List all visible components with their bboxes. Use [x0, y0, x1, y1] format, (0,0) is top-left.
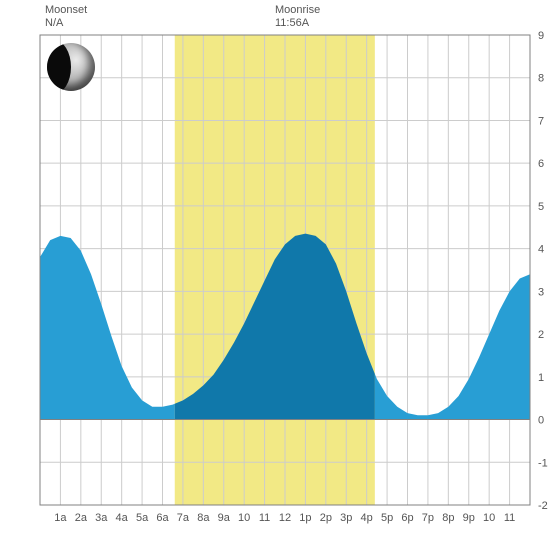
- x-tick-label: 11: [259, 512, 270, 524]
- y-tick-label: 7: [538, 115, 544, 127]
- x-tick-label: 4a: [116, 512, 129, 524]
- x-tick-label: 12: [279, 512, 291, 524]
- y-tick-label: 5: [538, 201, 544, 213]
- x-tick-label: 9p: [463, 512, 475, 524]
- x-tick-label: 8a: [197, 512, 210, 524]
- x-tick-label: 5a: [136, 512, 149, 524]
- x-tick-label: 6a: [156, 512, 169, 524]
- x-tick-label: 3p: [340, 512, 352, 524]
- x-tick-label: 3a: [95, 512, 108, 524]
- y-tick-label: 1: [538, 372, 544, 384]
- x-tick-label: 2a: [75, 512, 88, 524]
- x-tick-label: 7a: [177, 512, 190, 524]
- x-tick-label: 1a: [54, 512, 67, 524]
- x-tick-label: 9a: [218, 512, 231, 524]
- x-tick-label: 10: [483, 512, 495, 524]
- y-tick-label: -2: [538, 500, 548, 512]
- tide-chart: Moonset N/A Moonrise 11:56A -2-101234567…: [0, 0, 550, 550]
- moon-phase-icon: [47, 43, 95, 91]
- y-tick-label: 4: [538, 244, 544, 256]
- y-tick-label: 9: [538, 30, 544, 42]
- y-tick-label: 3: [538, 286, 544, 298]
- y-tick-label: 0: [538, 415, 544, 427]
- y-tick-label: -1: [538, 457, 548, 469]
- x-tick-label: 4p: [361, 512, 373, 524]
- y-tick-label: 2: [538, 329, 544, 341]
- x-tick-label: 7p: [422, 512, 434, 524]
- y-tick-label: 6: [538, 158, 544, 170]
- x-tick-label: 5p: [381, 512, 393, 524]
- x-tick-label: 1p: [299, 512, 311, 524]
- y-tick-label: 8: [538, 73, 544, 85]
- x-tick-label: 8p: [442, 512, 454, 524]
- x-tick-label: 11: [504, 512, 515, 524]
- x-tick-label: 2p: [320, 512, 332, 524]
- x-tick-label: 10: [238, 512, 250, 524]
- x-tick-label: 6p: [401, 512, 413, 524]
